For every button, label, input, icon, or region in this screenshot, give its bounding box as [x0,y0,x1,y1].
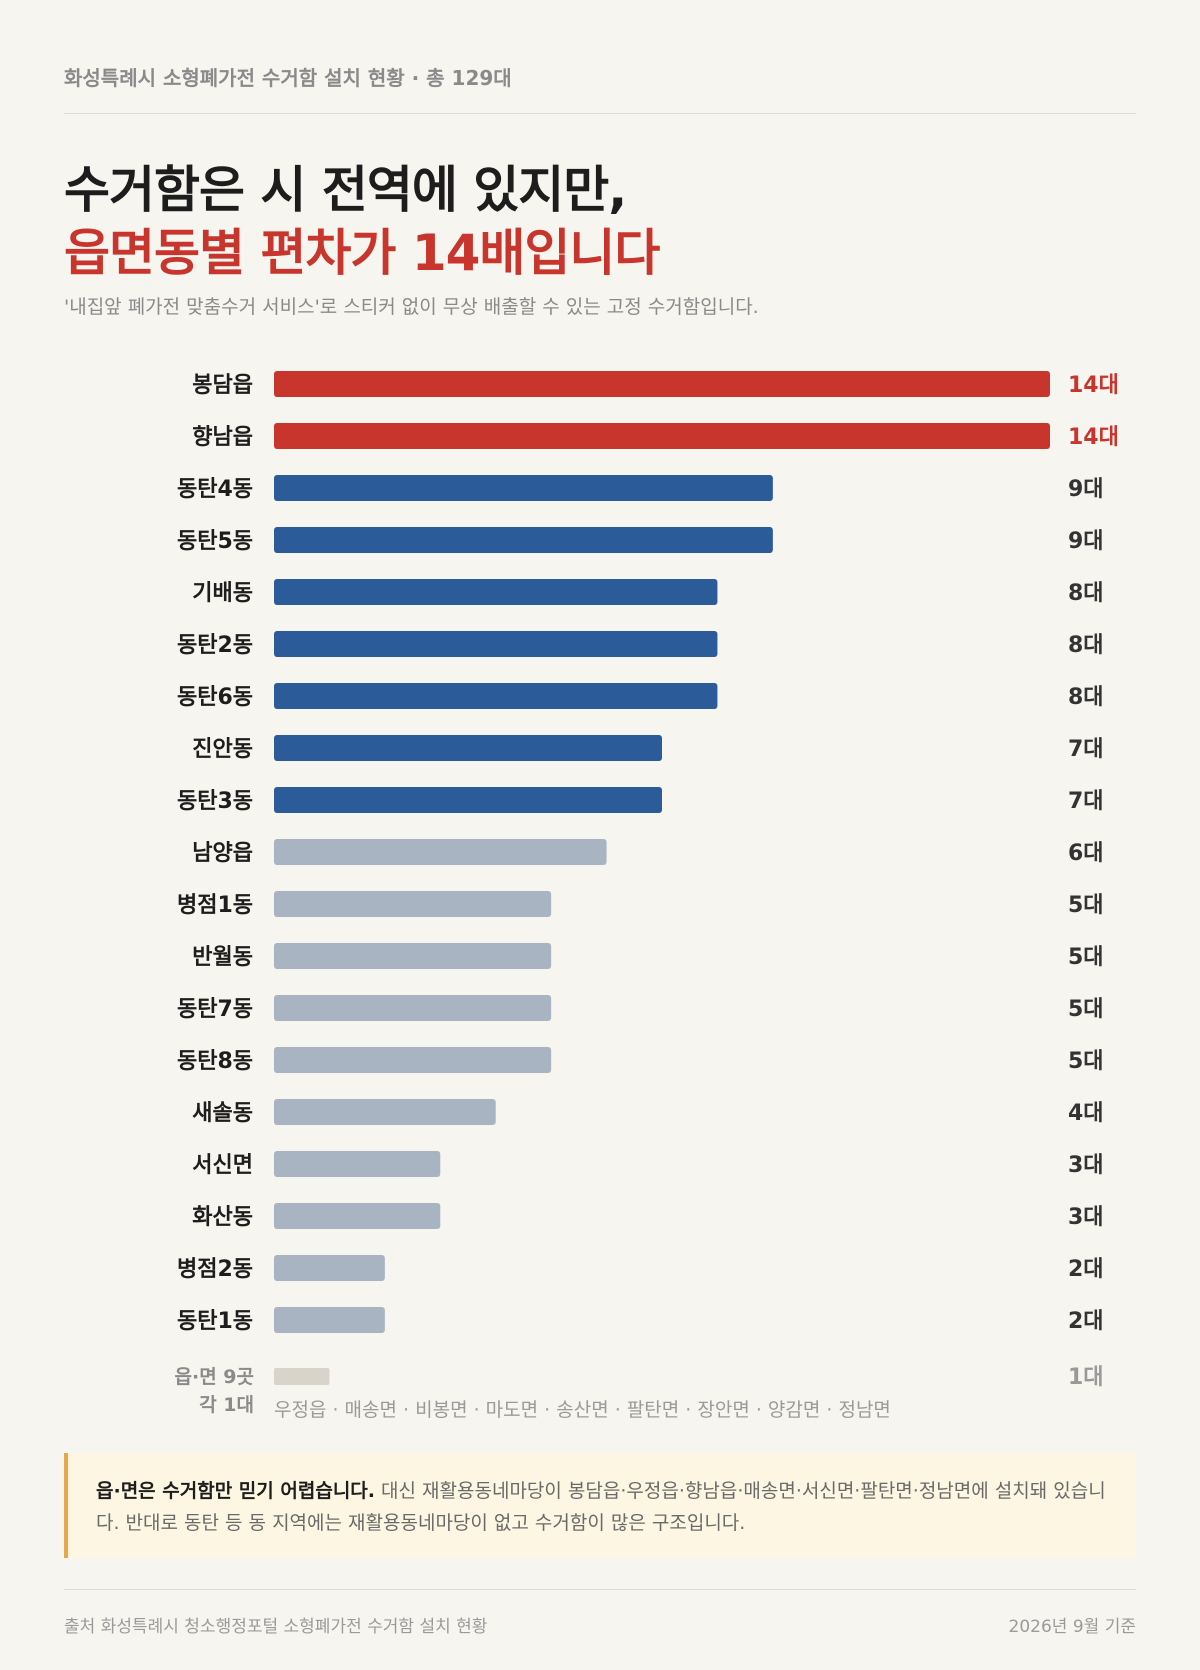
value-label: 4대 [1068,1101,1104,1126]
bar [274,787,662,813]
value-label: 14대 [1068,373,1119,398]
bar [274,735,662,761]
headline-line-2: 읍면동별 편차가 14배입니다 [64,224,660,282]
value-label: 3대 [1068,1205,1104,1230]
bar [274,995,552,1021]
value-label-other-group: 1대 [1068,1365,1104,1390]
source-text: 출처 화성특례시 청소행정포털 소형폐가전 수거함 설치 현황 [64,1617,488,1637]
other-group-label-line1: 읍·면 9곳 [174,1366,255,1388]
category-label: 병점2동 [177,1257,253,1282]
note-box: 읍·면은 수거함만 믿기 어렵습니다. 대신 재활용동네마당이 봉담읍·우정읍·… [64,1453,1136,1558]
bar [274,683,718,709]
category-label: 봉담읍 [192,373,253,398]
bottom-divider [64,1589,1136,1590]
value-label: 5대 [1068,1049,1104,1074]
bar [274,1203,441,1229]
bar [274,527,773,553]
bar [274,1307,385,1333]
value-label: 9대 [1068,529,1104,554]
category-label: 반월동 [192,945,253,970]
value-label: 5대 [1068,997,1104,1022]
bar [274,579,718,605]
category-label: 동탄5동 [177,529,253,554]
category-label: 서신면 [192,1153,253,1178]
bar [274,943,552,969]
value-label: 7대 [1068,737,1104,762]
subtitle: '내집앞 폐가전 맞춤수거 서비스'로 스티커 없이 무상 배출할 수 있는 고… [64,296,759,318]
note-body: 대신 재활용동네마당이 봉담읍·우정읍·향남읍·매송면·서신면·팔탄면·정남면에… [96,1480,1106,1534]
other-group-label: 읍·면 9곳 각 1대 [175,1363,255,1419]
bar [274,1047,552,1073]
value-label: 2대 [1068,1257,1104,1282]
value-label: 9대 [1068,477,1104,502]
bar [274,371,1050,397]
category-label: 동탄4동 [177,477,253,502]
bar [274,475,773,501]
bar [274,1151,441,1177]
value-label: 8대 [1068,633,1104,658]
value-label: 3대 [1068,1153,1104,1178]
category-label: 남양읍 [192,841,253,866]
note-bold: 읍·면은 수거함만 믿기 어렵습니다. [96,1480,376,1502]
bar [274,1099,496,1125]
bar [274,891,552,917]
value-label: 14대 [1068,425,1119,450]
value-label: 8대 [1068,581,1104,606]
value-label: 5대 [1068,945,1104,970]
top-divider [64,113,1136,114]
headline-line-1: 수거함은 시 전역에 있지만, [64,161,627,219]
category-label: 병점1동 [177,893,253,918]
category-label: 동탄2동 [177,633,253,658]
category-label: 진안동 [192,737,253,762]
value-label: 2대 [1068,1309,1104,1334]
category-label: 동탄8동 [177,1049,253,1074]
bar [274,1255,385,1281]
category-label: 화산동 [192,1205,253,1230]
value-label: 6대 [1068,841,1104,866]
category-label: 기배동 [192,581,253,606]
category-label: 동탄3동 [177,789,253,814]
category-label: 새솔동 [192,1101,253,1126]
category-label: 동탄6동 [177,685,253,710]
date-text: 2026년 9월 기준 [1008,1617,1136,1637]
bar-other-group [274,1368,330,1385]
bar [274,423,1050,449]
bar [274,839,607,865]
value-label: 8대 [1068,685,1104,710]
kicker-text: 화성특례시 소형폐가전 수거함 설치 현황 · 총 129대 [64,66,512,90]
category-label: 향남읍 [192,425,253,450]
value-label: 7대 [1068,789,1104,814]
bar [274,631,718,657]
other-group-members: 우정읍 · 매송면 · 비봉면 · 마도면 · 송산면 · 팔탄면 · 장안면 … [274,1399,891,1421]
category-label: 동탄7동 [177,997,253,1022]
other-group-label-line2: 각 1대 [199,1394,254,1416]
category-label: 동탄1동 [177,1309,253,1334]
value-label: 5대 [1068,893,1104,918]
